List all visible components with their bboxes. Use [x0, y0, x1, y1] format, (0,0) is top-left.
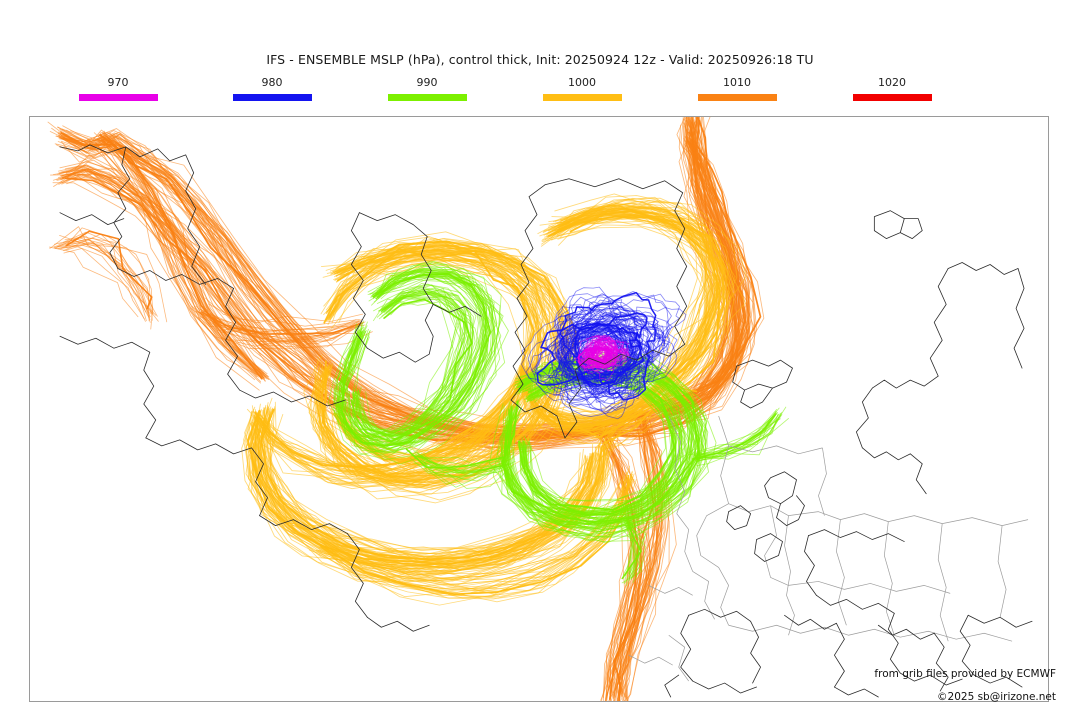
legend-swatch-1000 — [542, 94, 622, 101]
legend-item-1000: 1000 — [517, 76, 647, 101]
legend-label: 970 — [107, 76, 129, 89]
country-borders — [628, 415, 1029, 682]
map-plot-area — [29, 116, 1049, 702]
legend-swatch-990 — [387, 94, 467, 101]
ensemble-contour-plot — [47, 117, 1033, 701]
legend-swatch-1020 — [852, 94, 932, 101]
source-credit: from grib files provided by ECMWF — [874, 668, 1056, 680]
legend-swatch-1010 — [697, 94, 777, 101]
legend-item-1010: 1010 — [672, 76, 802, 101]
legend-label: 1010 — [723, 76, 751, 89]
legend-item-970: 970 — [53, 76, 183, 101]
page-title: IFS - ENSEMBLE MSLP (hPa), control thick… — [266, 52, 814, 67]
legend-item-980: 980 — [207, 76, 337, 101]
legend-item-1020: 1020 — [827, 76, 957, 101]
legend: 970 980 990 1000 1010 1020 — [0, 76, 1080, 108]
copyright-credit: ©2025 sb@irizone.net — [937, 691, 1056, 703]
legend-label: 1000 — [568, 76, 596, 89]
coastlines — [59, 144, 1033, 698]
legend-item-990: 990 — [362, 76, 492, 101]
legend-swatch-970 — [78, 94, 158, 101]
legend-swatch-980 — [232, 94, 312, 101]
legend-label: 1020 — [878, 76, 906, 89]
legend-label: 980 — [261, 76, 283, 89]
legend-label: 990 — [416, 76, 438, 89]
